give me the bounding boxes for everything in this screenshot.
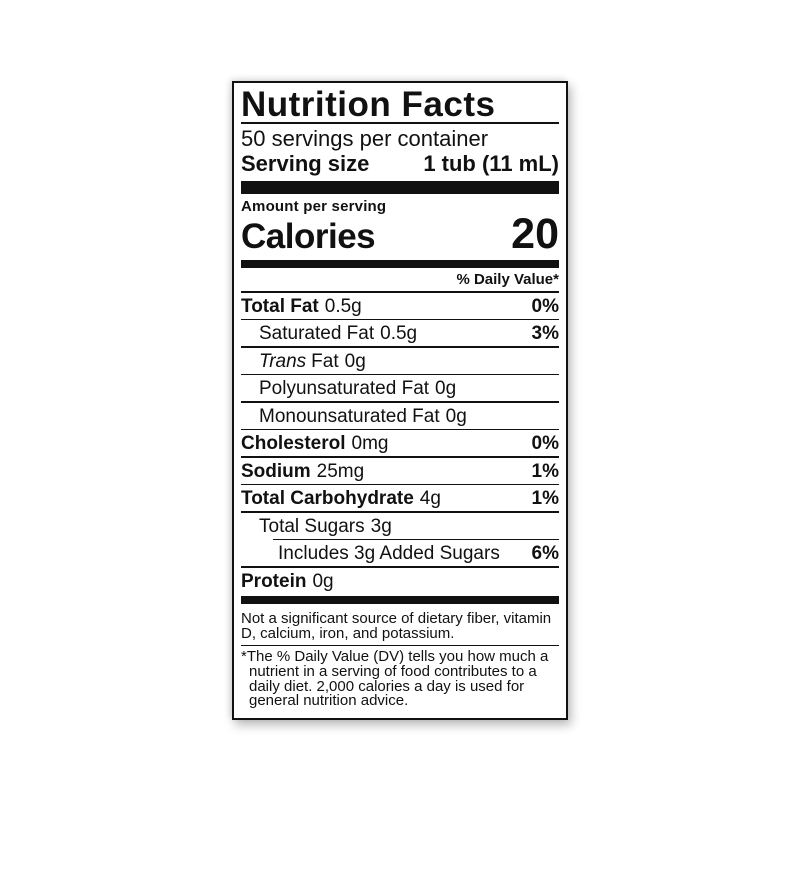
serving-size-label: Serving size xyxy=(241,151,370,176)
nutrient-name: Polyunsaturated Fat xyxy=(259,378,430,399)
thick-divider-protein xyxy=(241,595,559,604)
nutrient-amount: 0.5g xyxy=(380,323,418,344)
nutrient-row-total-carbohydrate: Total Carbohydrate 4g 1% xyxy=(241,485,559,511)
nutrient-dv: 6% xyxy=(531,543,559,564)
nutrient-name: Total Sugars xyxy=(259,515,365,537)
nutrient-name: Total Fat xyxy=(241,295,319,317)
nutrient-dv: 3% xyxy=(531,323,559,344)
nutrient-amount: 3g xyxy=(370,515,392,537)
amount-per-serving-label: Amount per serving xyxy=(241,198,387,215)
nutrient-name-italic: Trans xyxy=(259,350,307,372)
nutrient-amount: 4g xyxy=(419,488,441,509)
nutrient-row-monounsaturated-fat: Monounsaturated Fat 0g xyxy=(241,403,559,429)
divider xyxy=(241,644,559,646)
insignificant-nutrients-note: Not a significant source of dietary fibe… xyxy=(241,609,552,642)
calories-value: 20 xyxy=(511,210,559,258)
divider xyxy=(241,428,559,430)
nutrient-dv: 0% xyxy=(531,433,559,454)
nutrient-row-total-fat: Total Fat 0.5g 0% xyxy=(241,293,559,319)
divider-indented xyxy=(273,538,559,540)
label-title: Nutrition Facts xyxy=(241,85,496,124)
nutrient-amount: 25mg xyxy=(316,460,365,482)
nutrient-name: Protein xyxy=(241,570,307,592)
nutrient-amount: 0mg xyxy=(351,433,389,454)
divider xyxy=(241,483,559,485)
serving-size-value: 1 tub (11 mL) xyxy=(423,151,559,176)
nutrient-amount: 0.5g xyxy=(324,295,362,317)
divider xyxy=(241,456,559,458)
nutrient-name: Saturated Fat xyxy=(259,323,375,344)
title-divider xyxy=(241,122,559,124)
divider xyxy=(241,346,559,348)
nutrient-row-sodium: Sodium 25mg 1% xyxy=(241,458,559,484)
nutrient-dv: 1% xyxy=(531,488,559,509)
daily-value-header: % Daily Value* xyxy=(456,271,559,288)
nutrient-name: Sodium xyxy=(241,460,311,482)
nutrient-dv: 1% xyxy=(531,460,559,482)
divider xyxy=(241,318,559,320)
nutrient-name: Cholesterol xyxy=(241,433,346,454)
nutrient-row-protein: Protein 0g xyxy=(241,568,559,594)
divider xyxy=(241,566,559,568)
divider xyxy=(241,511,559,513)
calories-row: Calories 20 xyxy=(241,210,559,258)
nutrient-amount: 0g xyxy=(445,405,467,427)
nutrient-amount: 0g xyxy=(312,570,334,592)
nutrient-dv: 0% xyxy=(531,295,559,317)
nutrient-row-saturated-fat: Saturated Fat 0.5g 3% xyxy=(241,320,559,346)
nutrient-name: Total Carbohydrate xyxy=(241,488,414,509)
servings-per-container: 50 servings per container xyxy=(241,126,489,151)
medium-divider-calories xyxy=(241,260,559,268)
nutrient-row-trans-fat: Trans Fat 0g xyxy=(241,348,559,374)
nutrient-amount: 0g xyxy=(344,350,366,372)
divider xyxy=(241,373,559,375)
nutrient-row-cholesterol: Cholesterol 0mg 0% xyxy=(241,430,559,456)
serving-size-row: Serving size 1 tub (11 mL) xyxy=(241,151,559,177)
divider xyxy=(241,291,559,293)
nutrient-name: Monounsaturated Fat xyxy=(259,405,440,427)
divider xyxy=(241,401,559,403)
nutrient-row-total-sugars: Total Sugars 3g xyxy=(241,513,559,539)
thick-divider-top xyxy=(241,181,559,194)
daily-value-footnote: *The % Daily Value (DV) tells you how mu… xyxy=(241,648,549,710)
nutrition-facts-label: Nutrition Facts 50 servings per containe… xyxy=(232,81,568,721)
nutrient-row-polyunsaturated-fat: Polyunsaturated Fat 0g xyxy=(241,375,559,401)
nutrient-row-added-sugars: Includes 3g Added Sugars 6% xyxy=(241,540,559,566)
nutrient-amount: 0g xyxy=(435,378,457,399)
calories-label: Calories xyxy=(241,217,376,256)
nutrient-name: Fat xyxy=(311,350,339,372)
nutrient-name: Includes 3g Added Sugars xyxy=(278,543,500,564)
